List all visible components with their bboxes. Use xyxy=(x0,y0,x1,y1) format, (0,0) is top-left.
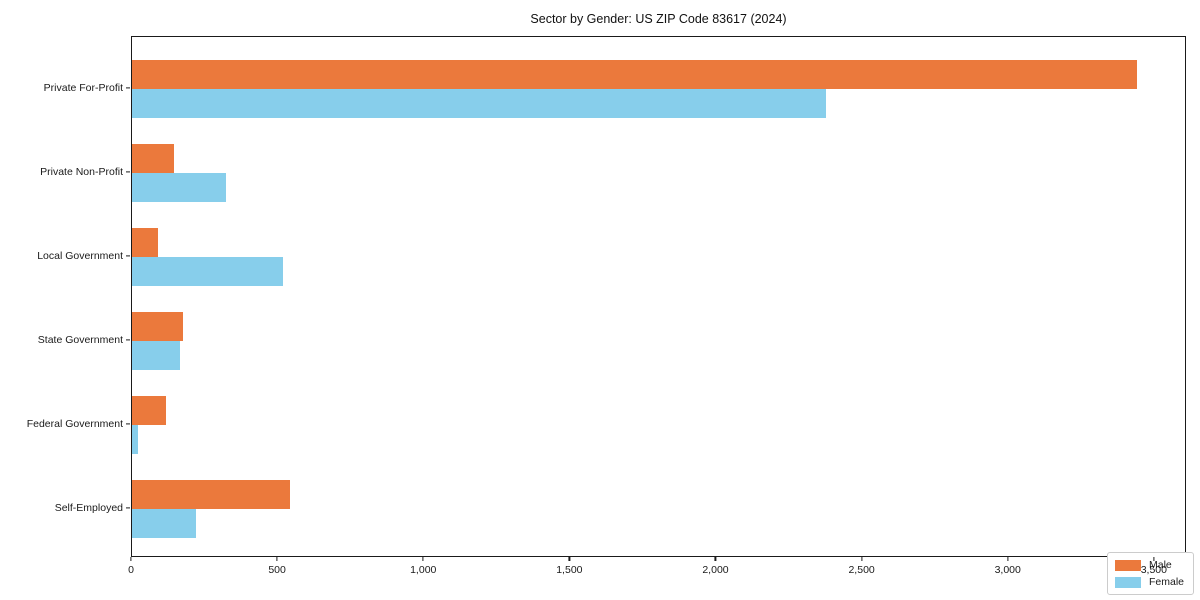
x-tick-mark xyxy=(276,557,278,561)
y-tick-mark xyxy=(126,423,130,425)
bar-female-self-employed xyxy=(132,509,197,538)
x-tick-mark xyxy=(1153,557,1155,561)
x-tick-label-2-500: 2,500 xyxy=(848,564,875,576)
x-tick-label-500: 500 xyxy=(268,564,286,576)
bar-female-private-for-profit xyxy=(132,89,827,118)
bar-female-state-government xyxy=(132,341,181,370)
bar-male-state-government xyxy=(132,312,184,341)
y-tick-label-local-government: Local Government xyxy=(37,250,123,262)
bar-female-local-government xyxy=(132,257,283,286)
y-tick-mark xyxy=(126,255,130,257)
bar-male-federal-government xyxy=(132,396,166,425)
y-tick-mark xyxy=(126,507,130,509)
y-tick-mark xyxy=(126,339,130,341)
x-tick-mark xyxy=(130,557,132,561)
y-tick-label-private-non-profit: Private Non-Profit xyxy=(40,166,123,178)
bar-female-private-non-profit xyxy=(132,173,226,202)
y-tick-label-state-government: State Government xyxy=(37,334,123,346)
y-tick-label-private-for-profit: Private For-Profit xyxy=(43,82,123,94)
x-tick-label-3-500: 3,500 xyxy=(1140,564,1167,576)
x-tick-label-1-000: 1,000 xyxy=(410,564,437,576)
legend-swatch-male xyxy=(1114,559,1141,571)
x-tick-label-1-500: 1,500 xyxy=(556,564,583,576)
y-tick-label-self-employed: Self-Employed xyxy=(54,502,123,514)
bar-female-federal-government xyxy=(132,425,138,454)
x-tick-mark xyxy=(1007,557,1009,561)
chart-title: Sector by Gender: US ZIP Code 83617 (202… xyxy=(530,12,787,26)
legend-entry-male: Male xyxy=(1114,559,1184,571)
x-tick-mark xyxy=(568,557,570,561)
x-tick-mark xyxy=(861,557,863,561)
legend: Male Female xyxy=(1106,552,1194,595)
y-tick-label-federal-government: Federal Government xyxy=(26,418,123,430)
legend-label-female: Female xyxy=(1148,576,1184,588)
x-tick-label-0: 0 xyxy=(128,564,134,576)
x-tick-label-3-000: 3,000 xyxy=(994,564,1021,576)
legend-swatch-female xyxy=(1114,576,1141,588)
bar-male-self-employed xyxy=(132,480,290,509)
legend-entry-female: Female xyxy=(1114,576,1184,588)
legend-label-male: Male xyxy=(1148,559,1172,571)
bar-male-private-non-profit xyxy=(132,144,175,173)
bar-male-private-for-profit xyxy=(132,60,1138,89)
plot-area xyxy=(131,36,1186,557)
x-tick-mark xyxy=(422,557,424,561)
y-tick-mark xyxy=(126,87,130,89)
x-tick-mark xyxy=(714,557,717,561)
x-tick-label-2-000: 2,000 xyxy=(702,564,729,576)
bar-male-local-government xyxy=(132,228,159,257)
y-tick-mark xyxy=(126,171,130,173)
